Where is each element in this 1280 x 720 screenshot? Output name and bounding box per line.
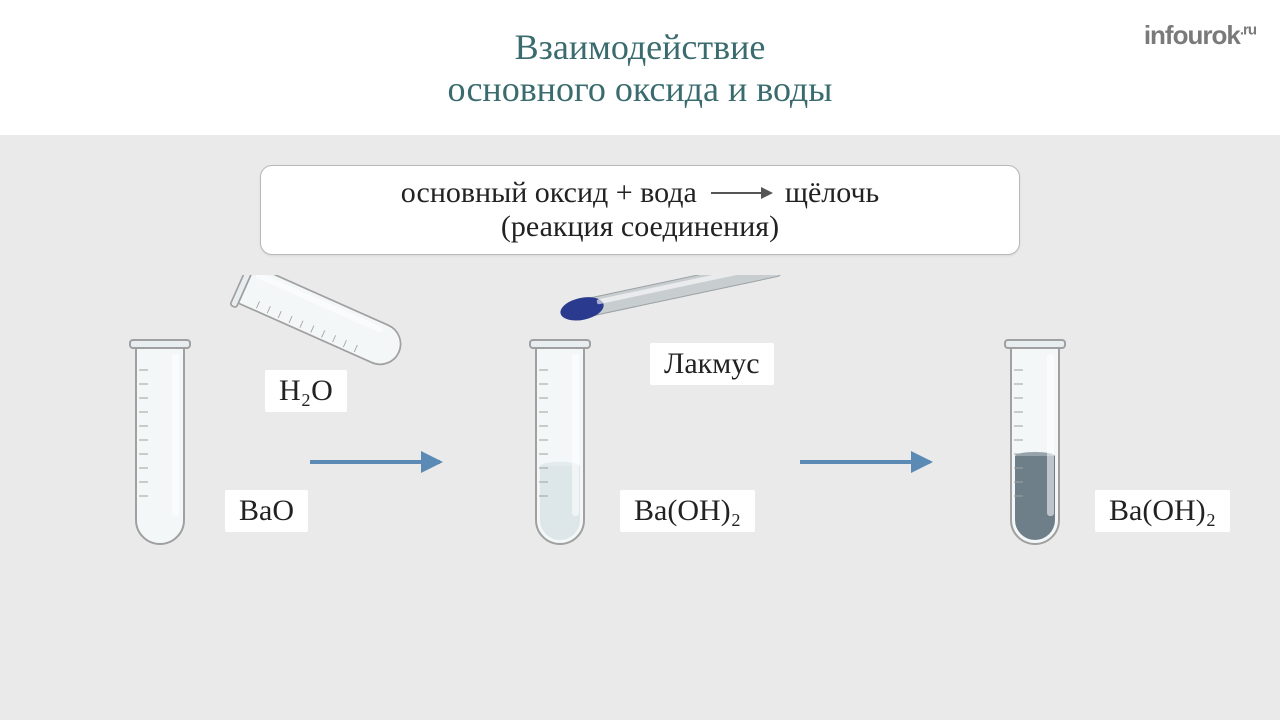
equation-line-1: основный оксид + вода щёлочь xyxy=(401,176,880,210)
title-line-1: Взаимодействие xyxy=(515,26,766,68)
arrow-2 xyxy=(800,460,930,464)
equation-line-2: (реакция соединения) xyxy=(501,210,779,244)
test-tube-1 xyxy=(130,340,190,544)
logo-main: infourok xyxy=(1144,20,1240,50)
litmus-spoon-icon xyxy=(558,275,786,324)
header: Взаимодействие основного оксида и воды i… xyxy=(0,0,1280,135)
test-tube-2 xyxy=(530,340,590,544)
title-line-2: основного оксида и воды xyxy=(448,68,833,110)
arrow-1 xyxy=(310,460,440,464)
equation-lhs: основный оксид + вода xyxy=(401,176,697,210)
diagram: H₂O BaO Лакмус Ba(OH)₂ Ba(OH)₂ xyxy=(0,275,1280,595)
equation-arrow-icon xyxy=(711,192,771,194)
logo: infourok.ru xyxy=(1144,20,1256,51)
label-baoh2-2: Ba(OH)₂ xyxy=(1095,490,1230,532)
test-tube-3 xyxy=(1005,340,1065,544)
label-h2o: H₂O xyxy=(265,370,347,412)
tilted-tube xyxy=(230,275,409,376)
label-baoh2-1: Ba(OH)₂ xyxy=(620,490,755,532)
logo-sup: .ru xyxy=(1240,21,1256,38)
diagram-svg xyxy=(0,275,1280,595)
label-lakmus: Лакмус xyxy=(650,343,774,385)
equation-box: основный оксид + вода щёлочь (реакция со… xyxy=(260,165,1020,255)
label-bao: BaO xyxy=(225,490,308,532)
equation-rhs: щёлочь xyxy=(785,176,879,210)
